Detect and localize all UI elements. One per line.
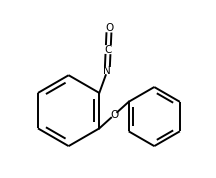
Text: N: N (103, 66, 111, 76)
Text: C: C (105, 45, 112, 55)
Text: O: O (105, 23, 113, 33)
Text: O: O (110, 110, 118, 120)
